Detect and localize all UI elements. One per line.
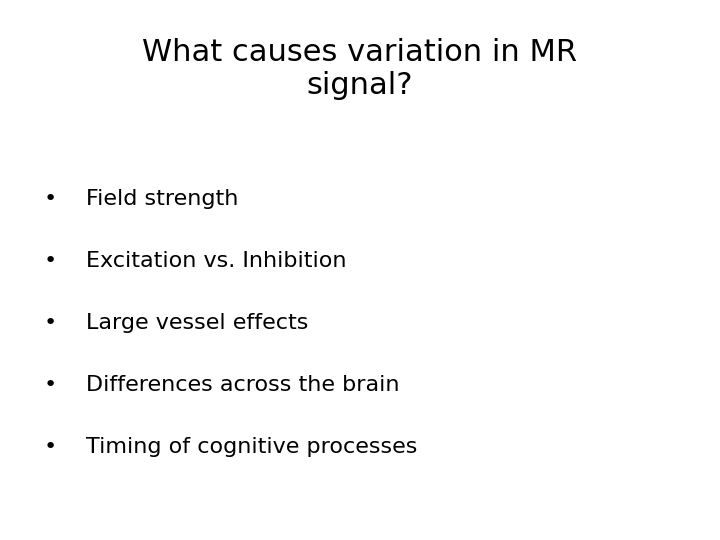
Text: •: • [44, 375, 57, 395]
Text: Excitation vs. Inhibition: Excitation vs. Inhibition [86, 251, 347, 271]
Text: Field strength: Field strength [86, 189, 239, 209]
Text: •: • [44, 313, 57, 333]
Text: •: • [44, 251, 57, 271]
Text: Large vessel effects: Large vessel effects [86, 313, 309, 333]
Text: What causes variation in MR
signal?: What causes variation in MR signal? [143, 38, 577, 100]
Text: Differences across the brain: Differences across the brain [86, 375, 400, 395]
Text: •: • [44, 437, 57, 457]
Text: •: • [44, 189, 57, 209]
Text: Timing of cognitive processes: Timing of cognitive processes [86, 437, 418, 457]
